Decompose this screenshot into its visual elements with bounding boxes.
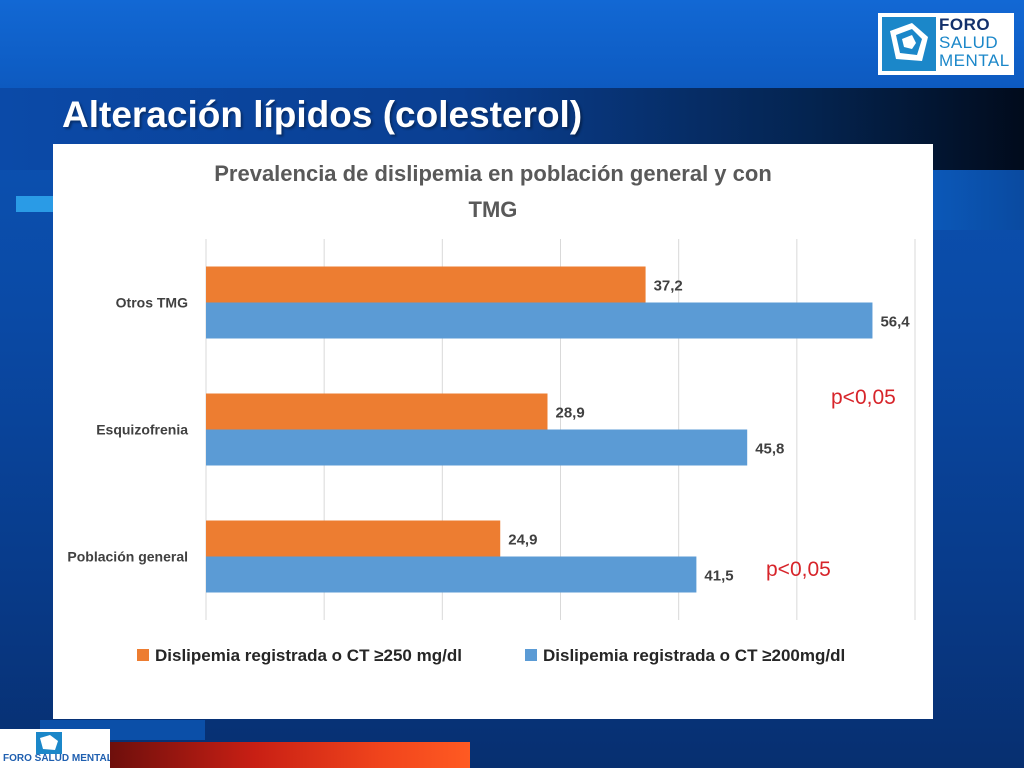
data-label: 24,9 [508,532,537,549]
logo-wordmark: FORO SALUD MENTAL [939,16,1010,70]
significance-note-2: p<0,05 [766,558,831,581]
category-label: Otros TMG [116,295,188,311]
header-background [0,0,1024,88]
logo-line-3: MENTAL [939,51,1010,70]
data-label: 41,5 [704,568,733,585]
legend-label: Dislipemia registrada o CT ≥250 mg/dl [155,646,462,665]
legend-swatch [137,649,149,661]
chart-title-line-2: TMG [468,197,518,222]
category-label: Esquizofrenia [96,422,188,438]
chart-title: Prevalencia de dislipemia en población g… [163,156,823,228]
data-label: 45,8 [755,441,784,458]
accent-bar-right [933,170,1024,230]
logo-line-2: SALUD [939,33,999,52]
footer-accent-bar [110,742,470,768]
data-label: 37,2 [654,278,683,295]
accent-bar-left [16,196,56,212]
bar [206,429,748,466]
chart-title-line-1: Prevalencia de dislipemia en población g… [214,161,772,186]
bar [206,520,501,557]
legend-label: Dislipemia registrada o CT ≥200mg/dl [543,646,845,665]
legend-swatch [525,649,537,661]
footer-logo: FORO SALUD MENTAL [0,729,113,768]
chart-panel: Prevalencia de dislipemia en población g… [53,144,933,719]
footer-logo-emblem-icon [36,732,62,754]
foro-salud-mental-logo: FORO SALUD MENTAL [878,13,1014,75]
data-label: 28,9 [556,405,585,422]
footer-logo-text: FORO SALUD MENTAL [3,753,113,764]
category-label: Población general [67,549,188,565]
slide-title: Alteración lípidos (colesterol) [62,94,583,135]
logo-emblem-icon [882,17,936,71]
data-label: 56,4 [880,314,910,331]
logo-line-1: FORO [939,15,991,34]
bar [206,393,548,430]
bar [206,302,873,339]
bar-chart: Otros TMG 37,2 56,4 Esquizofrenia 28,9 45,8 Po… [67,239,916,665]
bar [206,556,697,593]
significance-note-1: p<0,05 [831,386,896,409]
bar [206,266,646,303]
